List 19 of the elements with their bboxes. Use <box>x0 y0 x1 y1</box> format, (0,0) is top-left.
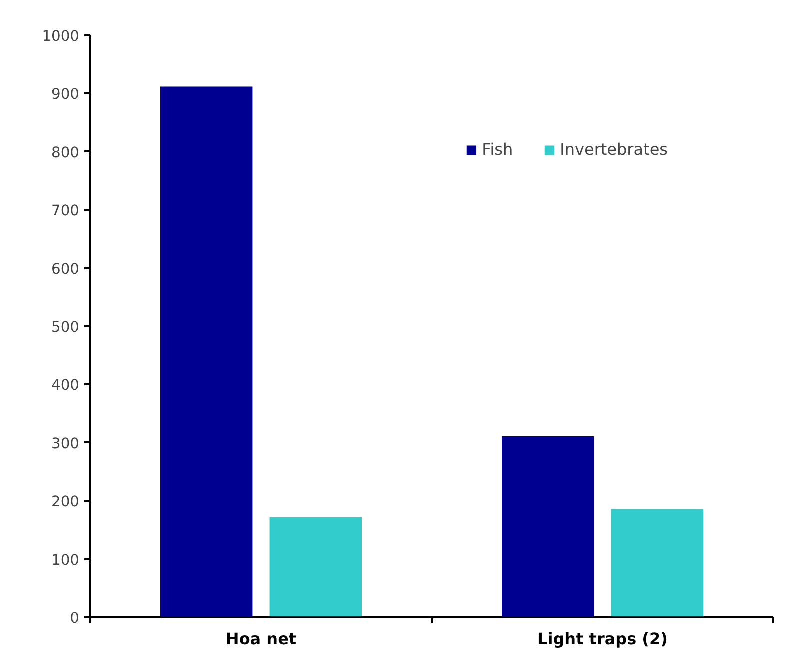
y-tick-label: 200 <box>52 494 80 511</box>
y-tick-label: 800 <box>52 144 80 162</box>
bar <box>611 509 704 618</box>
y-tick-label: 100 <box>52 552 80 569</box>
legend-label: Fish <box>482 140 514 159</box>
y-tick-label: 600 <box>52 260 80 278</box>
y-tick-label: 700 <box>52 202 80 220</box>
bar <box>160 86 253 618</box>
y-tick-label: 900 <box>52 86 80 104</box>
legend-label: Invertebrates <box>560 140 668 159</box>
y-tick-label: 300 <box>52 435 80 452</box>
y-tick-label: 500 <box>52 319 80 336</box>
y-tick-label: 1000 <box>42 28 80 45</box>
x-tick-label: Light traps (2) <box>538 630 668 648</box>
x-tick-label: Hoa net <box>226 630 297 648</box>
bar <box>270 517 362 618</box>
y-tick-label: 400 <box>52 377 80 394</box>
y-tick-label: 0 <box>70 610 80 627</box>
bar <box>502 436 594 618</box>
